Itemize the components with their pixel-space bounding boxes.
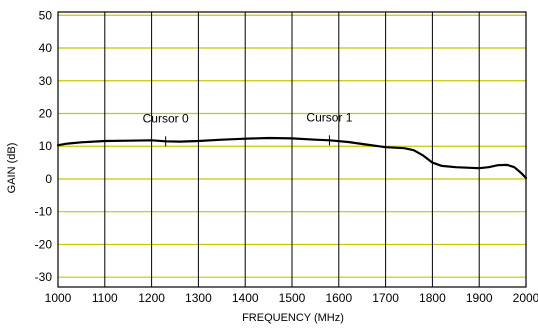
x-tick-label: 1500	[279, 291, 306, 305]
trace-layer	[56, 136, 528, 180]
x-tick-label: 1700	[372, 291, 399, 305]
x-tick-label: 1400	[232, 291, 259, 305]
plot-frame	[57, 11, 527, 288]
x-tick-label: 1000	[45, 291, 72, 305]
y-tick-label: -10	[35, 205, 53, 219]
plot-border	[57, 11, 527, 288]
tick-labels: -30 -20 -10 0 10 20 30 40 50 1000 1100 1200 1300 1400…	[35, 8, 538, 305]
y-tick-label: 30	[39, 74, 53, 88]
x-tick-label: 1300	[185, 291, 212, 305]
x-tick-label: 1600	[325, 291, 352, 305]
y-axis-label: GAIN (dB)	[6, 143, 18, 194]
x-tick-label: 1900	[466, 291, 493, 305]
y-tick-label: 40	[39, 41, 53, 55]
y-tick-label: 50	[39, 8, 53, 22]
y-tick-label: 20	[39, 106, 53, 120]
cursor-layer: Cursor 0 Cursor 1	[143, 110, 353, 147]
cursor-label: Cursor 0	[143, 111, 189, 125]
gridlines	[57, 12, 527, 287]
x-tick-label: 1800	[419, 291, 446, 305]
y-tick-label: -30	[35, 270, 53, 284]
y-tick-label: -20	[35, 237, 53, 251]
y-tick-label: 0	[45, 172, 52, 186]
x-tick-label: 2000	[513, 291, 538, 305]
x-tick-label: 1200	[138, 291, 165, 305]
x-tick-label: 1100	[92, 291, 118, 305]
x-axis-label: FREQUENCY (MHz)	[242, 312, 344, 324]
y-tick-label: 10	[39, 139, 53, 153]
gain-trace	[56, 136, 528, 180]
cursor-label: Cursor 1	[306, 110, 352, 124]
